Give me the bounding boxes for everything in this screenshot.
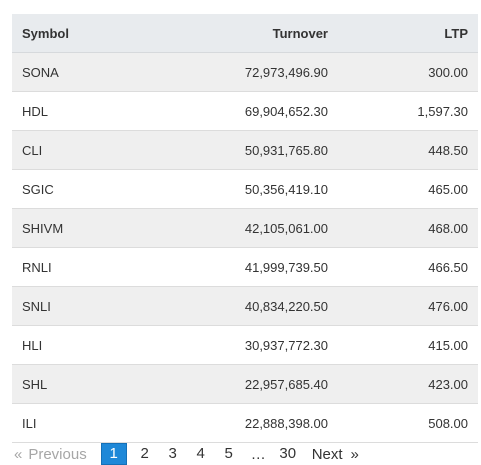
cell-ltp: 300.00	[338, 52, 478, 92]
cell-turnover: 50,931,765.80	[152, 130, 338, 170]
table-row: SONA 72,973,496.90 300.00	[12, 52, 478, 92]
cell-turnover: 30,937,772.30	[152, 325, 338, 365]
cell-symbol[interactable]: SHIVM	[12, 208, 152, 248]
cell-symbol[interactable]: SHL	[12, 364, 152, 404]
cell-turnover: 22,888,398.00	[152, 403, 338, 443]
cell-symbol[interactable]: HLI	[12, 325, 152, 365]
cell-turnover: 69,904,652.30	[152, 91, 338, 131]
table-body: SONA 72,973,496.90 300.00 HDL 69,904,652.30 1…	[12, 52, 478, 443]
pagination-ellipsis: …	[250, 445, 266, 463]
column-header-symbol[interactable]: Symbol	[12, 14, 152, 53]
table-row: HLI 30,937,772.30 415.00	[12, 325, 478, 365]
cell-turnover: 42,105,061.00	[152, 208, 338, 248]
page-1-button[interactable]: 1	[100, 443, 127, 465]
next-arrow[interactable]: »	[350, 445, 359, 463]
cell-symbol[interactable]: SNLI	[12, 286, 152, 326]
cell-symbol[interactable]: ILI	[12, 403, 152, 443]
table-row: SNLI 40,834,220.50 476.00	[12, 286, 478, 326]
turnover-table: Symbol Turnover LTP SONA 72,973,496.90 300…	[12, 14, 478, 443]
page-4-button[interactable]: 4	[196, 445, 205, 462]
page-3-button[interactable]: 3	[168, 445, 177, 462]
cell-turnover: 50,356,419.10	[152, 169, 338, 209]
cell-ltp: 423.00	[338, 364, 478, 404]
previous-button: Previous	[28, 445, 87, 463]
cell-symbol[interactable]: CLI	[12, 130, 152, 170]
cell-ltp: 508.00	[338, 403, 478, 443]
next-button[interactable]: Next	[311, 445, 343, 463]
table-row: SGIC 50,356,419.10 465.00	[12, 169, 478, 209]
page-2-button[interactable]: 2	[140, 445, 149, 462]
cell-turnover: 72,973,496.90	[152, 52, 338, 92]
cell-ltp: 415.00	[338, 325, 478, 365]
column-header-turnover[interactable]: Turnover	[152, 14, 338, 53]
cell-ltp: 468.00	[338, 208, 478, 248]
column-header-ltp[interactable]: LTP	[338, 14, 478, 53]
table-row: SHL 22,957,685.40 423.00	[12, 364, 478, 404]
table-row: RNLI 41,999,739.50 466.50	[12, 247, 478, 287]
table-row: CLI 50,931,765.80 448.50	[12, 130, 478, 170]
cell-ltp: 465.00	[338, 169, 478, 209]
table-row: ILI 22,888,398.00 508.00	[12, 403, 478, 443]
table-row: HDL 69,904,652.30 1,597.30	[12, 91, 478, 131]
cell-symbol[interactable]: SGIC	[12, 169, 152, 209]
cell-turnover: 40,834,220.50	[152, 286, 338, 326]
page-last-button[interactable]: 30	[279, 445, 297, 462]
cell-turnover: 41,999,739.50	[152, 247, 338, 287]
table-row: SHIVM 42,105,061.00 468.00	[12, 208, 478, 248]
cell-symbol[interactable]: RNLI	[12, 247, 152, 287]
cell-ltp: 466.50	[338, 247, 478, 287]
page-5-button[interactable]: 5	[224, 445, 233, 462]
cell-symbol[interactable]: SONA	[12, 52, 152, 92]
cell-symbol[interactable]: HDL	[12, 91, 152, 131]
previous-arrow: «	[14, 445, 23, 463]
cell-turnover: 22,957,685.40	[152, 364, 338, 404]
table-header-row: Symbol Turnover LTP	[12, 14, 478, 53]
cell-ltp: 448.50	[338, 130, 478, 170]
cell-ltp: 1,597.30	[338, 91, 478, 131]
cell-ltp: 476.00	[338, 286, 478, 326]
